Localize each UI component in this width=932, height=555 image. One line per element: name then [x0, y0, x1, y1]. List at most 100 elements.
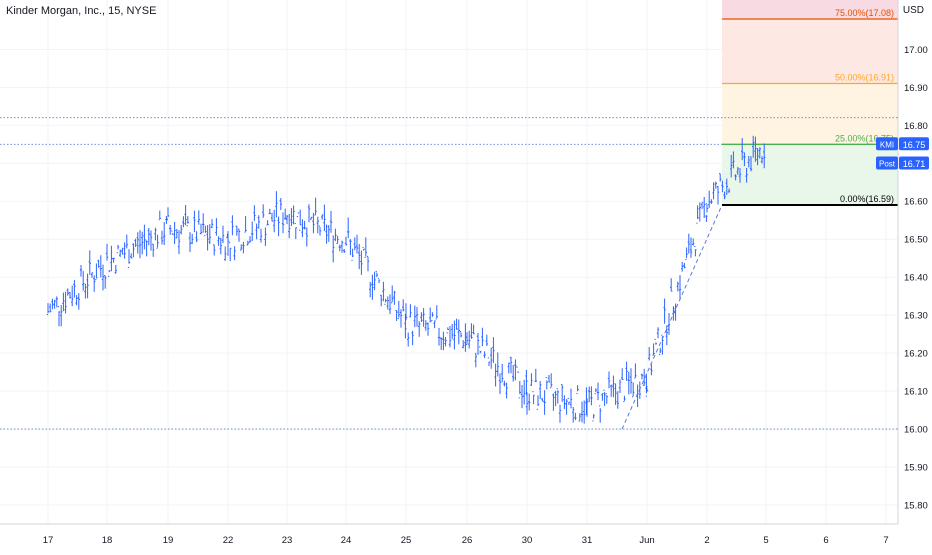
- ohlc-bar: [62, 292, 65, 312]
- ohlc-bar: [114, 264, 117, 274]
- ohlc-bar: [741, 138, 744, 161]
- ohlc-bar: [451, 323, 454, 340]
- ohlc-bar: [465, 332, 469, 345]
- ohlc-bar: [197, 210, 200, 225]
- ohlc-bar: [166, 207, 170, 221]
- price-tag-value-box: [899, 137, 929, 151]
- ohlc-bar: [705, 203, 709, 213]
- ohlc-bar: [574, 412, 577, 421]
- ohlc-bar: [84, 283, 87, 299]
- ohlc-bar: [145, 240, 148, 257]
- price-tag-value-box: [899, 156, 929, 170]
- ohlc-bar: [605, 393, 608, 404]
- ohlc-bar: [420, 312, 423, 322]
- ohlc-bar: [440, 337, 443, 350]
- ohlc-bar: [670, 278, 673, 292]
- ohlc-bar: [547, 375, 551, 383]
- ohlc-bar: [347, 217, 350, 239]
- x-tick-label: 19: [163, 535, 174, 546]
- ohlc-bar: [355, 234, 359, 254]
- ohlc-bar: [143, 224, 146, 250]
- ohlc-bar: [512, 364, 515, 382]
- ohlc-bar: [208, 224, 211, 244]
- ohlc-bar: [104, 275, 107, 289]
- ohlc-bar: [229, 242, 232, 262]
- ohlc-bar: [476, 333, 480, 355]
- ohlc-bar: [474, 352, 477, 368]
- ohlc-bar: [226, 231, 230, 256]
- ohlc-bar: [411, 330, 414, 346]
- ohlc-bar: [141, 231, 144, 255]
- ohlc-bar: [321, 214, 324, 220]
- ohlc-bar: [607, 371, 611, 389]
- ohlc-bar: [541, 398, 544, 402]
- ohlc-bar: [492, 337, 495, 363]
- ohlc-bar: [391, 285, 394, 304]
- ohlc-bar: [610, 384, 613, 397]
- ohlc-bar: [494, 363, 497, 387]
- fib-zone: [722, 144, 898, 206]
- ohlc-bar: [558, 404, 562, 423]
- ohlc-bar: [384, 298, 387, 305]
- ohlc-bar: [534, 368, 537, 383]
- ohlc-bar: [242, 241, 245, 254]
- ohlc-bar: [125, 234, 128, 249]
- y-tick-label: 16.60: [904, 197, 928, 208]
- fib-zone: [722, 83, 898, 145]
- ohlc-bar: [154, 227, 157, 241]
- x-tick-label: 30: [522, 535, 533, 546]
- y-tick-label: 16.20: [904, 349, 928, 360]
- ohlc-bar: [505, 382, 508, 399]
- ohlc-bar: [525, 392, 529, 415]
- ohlc-bar: [334, 228, 337, 242]
- ohlc-bar: [565, 399, 568, 415]
- ohlc-bar: [402, 299, 405, 312]
- ohlc-bar: [377, 278, 381, 284]
- ohlc-bar: [362, 247, 365, 251]
- currency-label: USD: [902, 5, 924, 16]
- trend-line: [621, 204, 723, 430]
- ohlc-bar: [182, 216, 185, 228]
- ohlc-bar: [479, 346, 482, 354]
- ohlc-bar: [340, 240, 344, 253]
- ohlc-bar: [112, 257, 115, 263]
- ohlc-bar: [57, 306, 61, 327]
- ohlc-bar: [277, 216, 280, 237]
- y-tick-label: 16.90: [904, 83, 928, 94]
- x-tick-label: 31: [582, 535, 593, 546]
- ohlc-bar: [543, 390, 546, 415]
- ohlc-bar: [422, 308, 425, 327]
- ohlc-bar: [279, 197, 282, 211]
- ohlc-bar: [448, 326, 452, 348]
- ohlc-bar: [75, 295, 78, 306]
- price-tag: Post 16.71: [876, 156, 929, 170]
- y-tick-label: 17.00: [904, 45, 928, 56]
- ohlc-bar: [184, 205, 187, 226]
- ohlc-bar: [404, 314, 407, 339]
- ohlc-bar: [281, 212, 285, 234]
- ohlc-bar: [763, 143, 766, 169]
- ohlc-bar: [578, 413, 581, 422]
- x-tick-label: 17: [43, 535, 54, 546]
- ohlc-bar: [399, 309, 403, 328]
- ohlc-bar: [645, 373, 648, 394]
- ohlc-bar: [188, 232, 192, 253]
- ohlc-bar: [404, 303, 408, 321]
- ohlc-bar: [305, 227, 308, 247]
- ohlc-bar: [645, 387, 649, 397]
- ohlc-bar: [723, 191, 726, 200]
- ohlc-bar: [221, 225, 225, 244]
- ohlc-bar: [743, 152, 746, 166]
- ohlc-bar: [694, 245, 697, 257]
- ohlc-bar: [736, 167, 739, 175]
- ohlc-bar: [503, 380, 506, 387]
- y-tick-label: 15.80: [904, 501, 928, 512]
- ohlc-bar: [536, 395, 540, 410]
- ohlc-bar: [490, 347, 493, 369]
- y-tick-label: 16.30: [904, 311, 928, 322]
- ohlc-bar: [299, 209, 302, 231]
- ohlc-bar: [594, 388, 597, 395]
- x-tick-label: 18: [102, 535, 113, 546]
